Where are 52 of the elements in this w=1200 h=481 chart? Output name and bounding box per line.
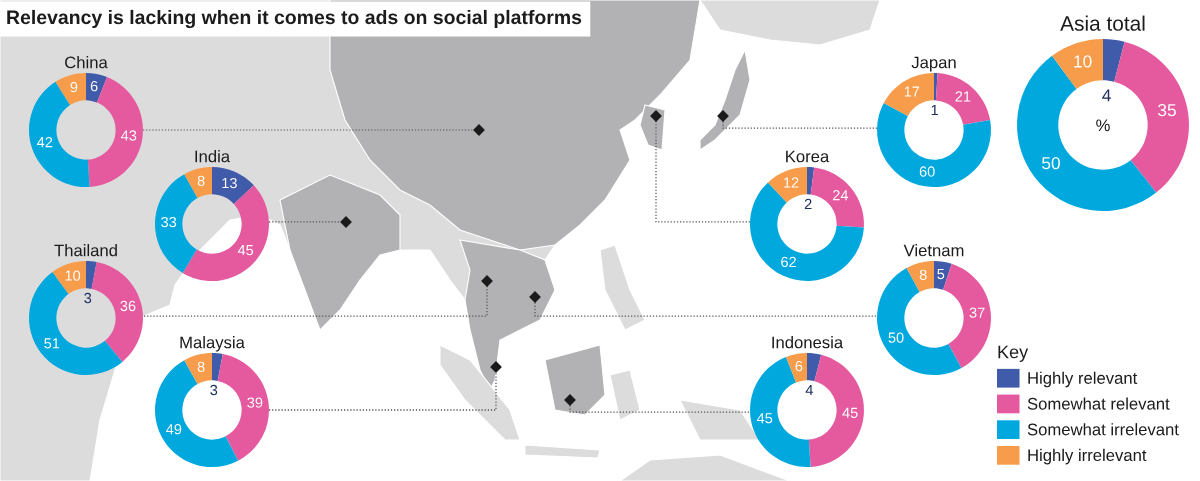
data-label: 1: [931, 104, 938, 115]
data-label: 21: [955, 91, 971, 102]
data-label: 37: [969, 307, 985, 318]
data-label: 24: [833, 189, 849, 201]
data-label: 45: [237, 245, 254, 256]
legend-label: Highly irrelevant: [1028, 448, 1147, 465]
legend-label: Somewhat relevant: [1027, 397, 1170, 410]
data-label: 9: [70, 81, 78, 93]
data-label: 36: [120, 300, 136, 312]
slice-label: Japan: [911, 56, 956, 72]
data-label: 10: [65, 270, 81, 281]
data-label: 6: [795, 361, 803, 372]
text: %: [1096, 119, 1110, 132]
data-label: 49: [166, 424, 182, 435]
data-label: 4: [805, 385, 813, 396]
data-label: 35: [1157, 103, 1176, 117]
data-label: 45: [842, 407, 858, 418]
legend-title: Key: [998, 345, 1029, 362]
legend-label: Somewhat irrelevant: [1027, 423, 1179, 436]
slice-label: Vietnam: [903, 244, 964, 257]
data-label: 60: [919, 166, 935, 177]
data-label: 3: [210, 384, 218, 396]
data-label: 17: [904, 86, 920, 97]
chart-title: Relevancy is lacking when it comes to ads on social platforms: [7, 9, 582, 29]
data-label: 51: [44, 338, 60, 349]
data-label: 4: [1102, 89, 1111, 102]
slice-label: China: [65, 56, 108, 69]
data-label: 8: [197, 361, 205, 372]
data-label: 33: [161, 216, 177, 228]
data-label: 5: [937, 268, 945, 280]
data-label: 62: [781, 256, 796, 268]
data-label: 12: [784, 177, 799, 188]
data-label: 3: [84, 292, 92, 304]
data-label: 8: [197, 175, 205, 186]
data-label: 39: [247, 397, 263, 408]
data-label: 10: [1074, 55, 1092, 68]
slice-label: Thailand: [54, 244, 117, 257]
data-label: 50: [888, 332, 904, 343]
data-label: 43: [121, 130, 137, 141]
data-label: 42: [37, 136, 53, 148]
data-label: 8: [919, 269, 927, 280]
data-label: 6: [90, 81, 98, 92]
data-label: 45: [756, 413, 773, 424]
slice-label: Asia total: [1060, 15, 1145, 31]
legend-label: Highly relevant: [1028, 371, 1138, 388]
slice-label: India: [195, 150, 231, 163]
slice-label: Korea: [786, 150, 830, 163]
slice-label: Indonesia: [772, 336, 844, 349]
data-label: 13: [222, 177, 237, 189]
data-label: 2: [804, 198, 812, 209]
data-label: 50: [1042, 156, 1060, 170]
slice-label: Malaysia: [180, 336, 245, 352]
